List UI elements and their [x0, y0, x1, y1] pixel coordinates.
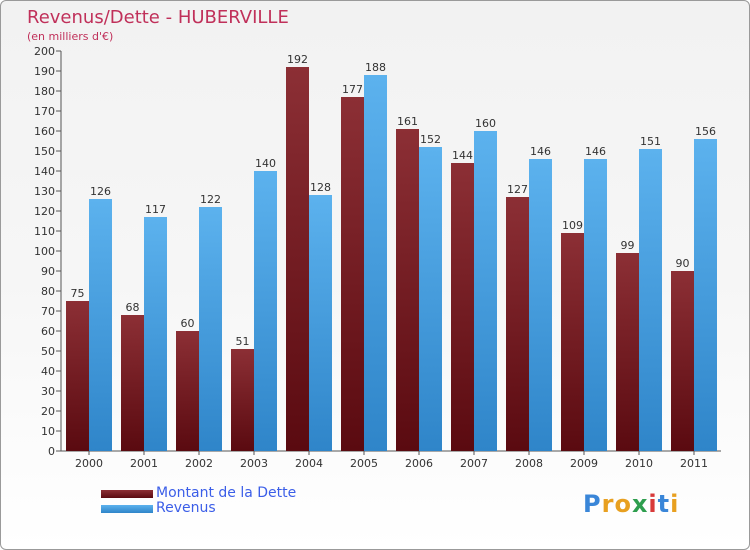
x-tick-label: 2001 — [130, 457, 158, 470]
bar-dette-2000 — [66, 301, 89, 451]
y-tick-label: 140 — [34, 165, 55, 178]
y-tick-label: 50 — [41, 345, 55, 358]
data-label-revenus: 140 — [255, 157, 276, 170]
x-tick-label: 2011 — [680, 457, 708, 470]
bar-revenus-2011 — [694, 139, 717, 451]
x-tick-label: 2008 — [515, 457, 543, 470]
bar-revenus-2001 — [144, 217, 167, 451]
y-tick-label: 120 — [34, 205, 55, 218]
x-tick-label: 2010 — [625, 457, 653, 470]
legend-label-revenus: Revenus — [156, 500, 216, 516]
x-tick-label: 2000 — [75, 457, 103, 470]
x-tick-label: 2006 — [405, 457, 433, 470]
data-label-dette: 177 — [342, 83, 363, 96]
y-tick-label: 200 — [34, 45, 55, 58]
y-tick-label: 190 — [34, 65, 55, 78]
data-label-dette: 144 — [452, 149, 473, 162]
x-tick-label: 2003 — [240, 457, 268, 470]
bar-revenus-2009 — [584, 159, 607, 451]
y-tick-label: 180 — [34, 85, 55, 98]
bar-dette-2010 — [616, 253, 639, 451]
y-tick-label: 170 — [34, 105, 55, 118]
data-label-dette: 90 — [676, 257, 690, 270]
data-label-revenus: 146 — [585, 145, 606, 158]
x-tick-label: 2007 — [460, 457, 488, 470]
x-tick-label: 2009 — [570, 457, 598, 470]
legend: Montant de la Dette Revenus — [101, 486, 296, 516]
bar-revenus-2008 — [529, 159, 552, 451]
y-tick-label: 30 — [41, 385, 55, 398]
data-label-revenus: 117 — [145, 203, 166, 216]
bar-dette-2007 — [451, 163, 474, 451]
chart-subtitle: (en milliers d'€) — [27, 30, 114, 43]
y-tick-label: 60 — [41, 325, 55, 338]
data-label-dette: 51 — [236, 335, 250, 348]
data-label-revenus: 128 — [310, 181, 331, 194]
data-label-revenus: 188 — [365, 61, 386, 74]
y-tick-label: 150 — [34, 145, 55, 158]
data-label-revenus: 152 — [420, 133, 441, 146]
data-label-revenus: 151 — [640, 135, 661, 148]
bar-dette-2006 — [396, 129, 419, 451]
y-tick-label: 40 — [41, 365, 55, 378]
y-tick-label: 130 — [34, 185, 55, 198]
bar-revenus-2004 — [309, 195, 332, 451]
x-tick-label: 2004 — [295, 457, 323, 470]
y-tick-label: 160 — [34, 125, 55, 138]
bar-dette-2002 — [176, 331, 199, 451]
bar-revenus-2007 — [474, 131, 497, 451]
data-label-dette: 192 — [287, 53, 308, 66]
y-tick-label: 0 — [48, 445, 55, 458]
x-tick-label: 2002 — [185, 457, 213, 470]
bar-dette-2001 — [121, 315, 144, 451]
data-label-dette: 68 — [126, 301, 140, 314]
y-tick-label: 70 — [41, 305, 55, 318]
bar-dette-2003 — [231, 349, 254, 451]
legend-item-dette: Montant de la Dette — [101, 486, 296, 501]
bar-revenus-2002 — [199, 207, 222, 451]
bar-dette-2005 — [341, 97, 364, 451]
bar-revenus-2000 — [89, 199, 112, 451]
legend-swatch-revenus — [101, 504, 153, 513]
data-label-revenus: 126 — [90, 185, 111, 198]
data-label-dette: 161 — [397, 115, 418, 128]
bar-revenus-2010 — [639, 149, 662, 451]
data-label-dette: 127 — [507, 183, 528, 196]
bar-revenus-2003 — [254, 171, 277, 451]
legend-swatch-dette — [101, 489, 153, 498]
legend-item-revenus: Revenus — [101, 501, 296, 516]
y-tick-label: 80 — [41, 285, 55, 298]
x-tick-label: 2005 — [350, 457, 378, 470]
y-tick-label: 90 — [41, 265, 55, 278]
data-label-dette: 109 — [562, 219, 583, 232]
y-tick-label: 100 — [34, 245, 55, 258]
bar-dette-2011 — [671, 271, 694, 451]
bar-dette-2009 — [561, 233, 584, 451]
data-label-dette: 60 — [181, 317, 195, 330]
data-label-revenus: 122 — [200, 193, 221, 206]
y-tick-label: 10 — [41, 425, 55, 438]
legend-label-dette: Montant de la Dette — [156, 485, 297, 501]
bar-revenus-2005 — [364, 75, 387, 451]
bar-dette-2004 — [286, 67, 309, 451]
proxiti-logo: Proxiti — [583, 490, 680, 518]
bar-revenus-2006 — [419, 147, 442, 451]
data-label-dette: 99 — [621, 239, 635, 252]
y-tick-label: 110 — [34, 225, 55, 238]
data-label-dette: 75 — [71, 287, 85, 300]
data-label-revenus: 160 — [475, 117, 496, 130]
chart-title: Revenus/Dette - HUBERVILLE — [27, 7, 289, 28]
data-label-revenus: 156 — [695, 125, 716, 138]
bar-dette-2008 — [506, 197, 529, 451]
y-tick-label: 20 — [41, 405, 55, 418]
data-label-revenus: 146 — [530, 145, 551, 158]
